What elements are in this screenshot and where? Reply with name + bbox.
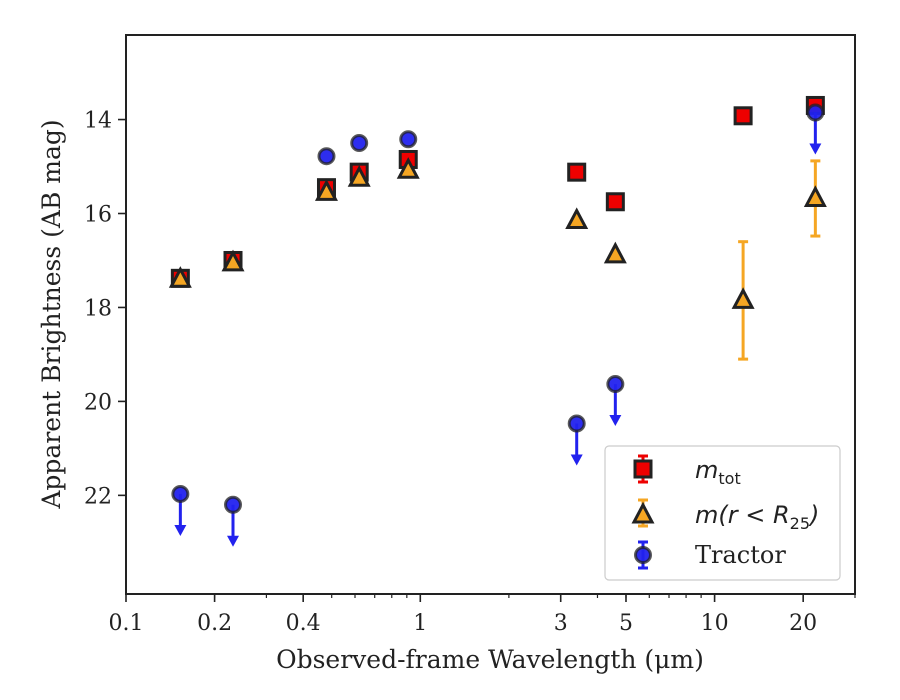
y-tick-label: 18 [84,296,112,321]
r25-point [221,249,245,272]
upper-limit-arrowhead [809,143,822,155]
legend-box [604,445,841,581]
upper-limit-arrowhead [570,454,583,466]
y-axis-label: Apparent Brightness (AB mag) [37,119,66,509]
tractor-point [806,103,825,122]
upper-limit-arrowhead [227,535,240,547]
tractor-point [224,495,243,514]
axes [125,34,856,595]
legend: mtot m(r < R25) Tractor [604,445,841,581]
total-mag-point [605,192,625,212]
legend-label-r25: m(r < R25) [695,501,819,533]
r25-point [603,241,627,264]
r25-point [731,287,755,309]
r25-point [396,157,420,179]
x-tick-label: 0.4 [286,611,321,636]
data-markers [168,95,827,547]
x-tick-label: 1 [413,611,427,636]
tractor-point [606,375,625,394]
y-tick-label: 16 [84,203,112,228]
r25-point [347,165,371,187]
tractor-point [567,414,586,433]
r25-point [314,179,338,201]
plot-frame [125,34,856,595]
r25-point [803,185,827,207]
legend-r25-marker [631,501,655,524]
legend-tractor-marker [634,546,652,564]
x-tick-label: 20 [789,611,817,636]
upper-limit-arrowhead [609,415,622,427]
legend-label-tractor: Tractor [695,541,786,569]
x-tick-label: 0.1 [109,611,144,636]
tractor-point [350,134,369,153]
x-axis-label: Observed-frame Wavelength (μm) [276,645,704,674]
legend-label-total: mtot [695,456,741,488]
x-tick-label: 10 [701,611,729,636]
r25-point [565,207,589,230]
x-tick-label: 3 [554,611,568,636]
legend-total-marker [633,459,653,479]
total-mag-point [733,106,753,126]
y-tick-label: 14 [84,109,112,134]
x-tick-label: 0.2 [197,611,232,636]
legend-handles [631,454,655,570]
y-tick-label: 22 [84,484,112,509]
tractor-point [171,484,190,503]
r25-point [168,266,192,288]
tractor-point [399,130,418,149]
x-tick-label: 5 [619,611,633,636]
tractor-point [317,147,336,166]
ticks: 0.1 0.2 0.4 1 3 5 10 20 14 16 18 20 22 [84,109,856,636]
total-mag-point [567,162,587,182]
upper-limit-arrowhead [174,524,187,536]
y-tick-label: 20 [84,390,112,415]
